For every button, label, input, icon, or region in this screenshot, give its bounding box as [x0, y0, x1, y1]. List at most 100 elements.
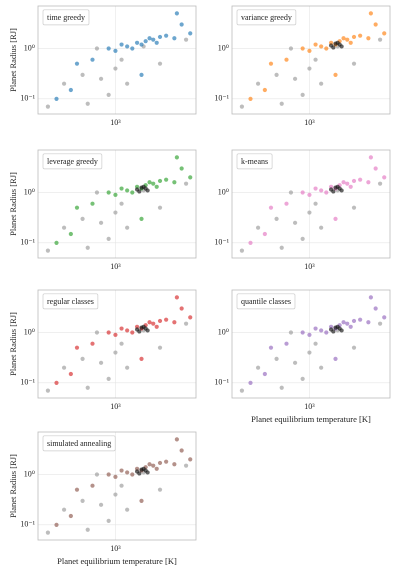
title-box [42, 293, 99, 310]
panel: 10⁻¹ 10⁰ 10³ k-means [214, 149, 391, 271]
point [130, 190, 135, 195]
panel: 10⁻¹ 10⁰ 10³ variance greedy [214, 5, 391, 127]
point [351, 205, 357, 210]
point [368, 11, 373, 16]
y-tick-label: 10⁻¹ [214, 94, 229, 103]
point [377, 181, 383, 186]
point [145, 470, 150, 475]
point [358, 177, 363, 182]
point [45, 388, 51, 393]
point [348, 184, 353, 189]
point [331, 45, 336, 50]
point [284, 341, 289, 346]
y-tick-label: 10⁻¹ [214, 378, 229, 387]
point [382, 31, 387, 36]
point [119, 341, 124, 346]
y-tick-label: 10⁻¹ [20, 94, 35, 103]
point [68, 513, 73, 519]
point [157, 61, 163, 66]
point [157, 178, 163, 184]
point [345, 37, 350, 42]
point [284, 201, 289, 206]
point [119, 326, 124, 331]
title-box [236, 293, 296, 310]
point [300, 92, 305, 97]
point [366, 320, 371, 325]
point [147, 36, 152, 41]
point [113, 492, 118, 497]
point [341, 36, 346, 41]
point [54, 522, 59, 527]
y-axis-label: Planet Radius [RJ] [8, 312, 18, 376]
frame [37, 149, 197, 259]
frame [231, 289, 391, 399]
point [288, 46, 294, 51]
point [172, 36, 177, 41]
point [239, 104, 245, 109]
point [313, 201, 318, 206]
point [313, 57, 318, 62]
panel-title: simulated annealing [47, 439, 111, 448]
point [377, 37, 383, 42]
point [307, 66, 312, 71]
point [268, 205, 274, 210]
point [268, 345, 274, 350]
point [106, 92, 111, 97]
title-box [236, 153, 273, 170]
point [154, 466, 159, 471]
point [141, 324, 146, 329]
point [377, 321, 383, 326]
point [157, 34, 163, 40]
point [125, 470, 130, 475]
panel-title: time greedy [47, 13, 85, 22]
y-tick-label: 10⁰ [24, 187, 35, 196]
point [351, 178, 357, 184]
point [113, 350, 118, 355]
point [74, 61, 80, 66]
point [255, 225, 261, 230]
point [98, 76, 104, 81]
point [335, 184, 340, 189]
point [98, 360, 104, 365]
point [154, 324, 159, 329]
point [151, 37, 156, 42]
point [348, 40, 353, 45]
point [80, 72, 85, 77]
point [113, 474, 118, 479]
point [351, 318, 357, 324]
point [274, 216, 279, 221]
point [106, 190, 111, 195]
title-box [42, 435, 116, 452]
panel: 10⁻¹ 10⁰ 10³ time greedy Planet Radius [RJ] [8, 5, 197, 127]
point [157, 318, 163, 324]
point [368, 295, 373, 300]
point [324, 190, 329, 195]
point [179, 166, 184, 171]
point [183, 463, 189, 468]
panel-title: variance greedy [241, 13, 292, 22]
y-axis-label: Planet Radius [RJ] [8, 172, 18, 236]
point [262, 371, 267, 377]
point [319, 188, 324, 193]
point [137, 329, 142, 334]
y-tick-label: 10⁰ [24, 469, 35, 478]
point [151, 321, 156, 326]
point [157, 487, 163, 492]
point [248, 380, 253, 385]
point [147, 320, 152, 325]
point [351, 61, 357, 66]
point [174, 11, 179, 16]
point [125, 188, 130, 193]
point [183, 321, 189, 326]
point [94, 330, 100, 335]
point [324, 330, 329, 335]
point [188, 175, 193, 180]
point [307, 192, 312, 197]
point [300, 376, 305, 381]
point [147, 180, 152, 185]
point [174, 155, 179, 160]
point [106, 46, 111, 51]
x-tick-label: 10³ [110, 402, 121, 411]
frame [37, 5, 197, 115]
